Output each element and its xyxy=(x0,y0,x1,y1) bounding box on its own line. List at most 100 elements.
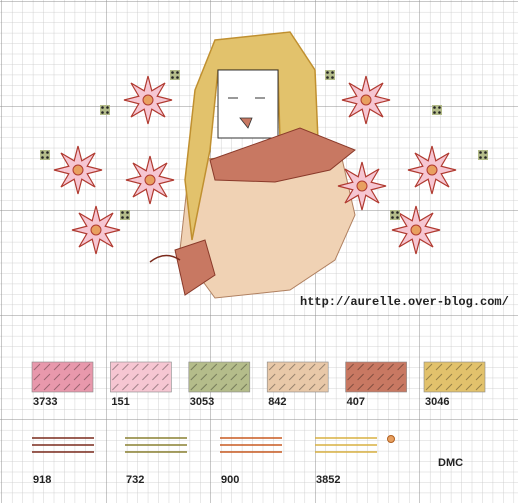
stitch xyxy=(347,373,354,381)
stitch xyxy=(357,383,364,391)
stitch xyxy=(425,373,433,381)
stitch xyxy=(240,363,248,371)
dot-block xyxy=(478,150,488,160)
stitch xyxy=(230,383,238,391)
stitch xyxy=(152,373,159,381)
stitch xyxy=(63,383,71,391)
stitch xyxy=(43,383,51,391)
dot xyxy=(396,211,399,214)
stitch xyxy=(210,373,218,381)
stitch xyxy=(308,363,316,371)
legend-code: 151 xyxy=(111,396,129,408)
stitch xyxy=(465,363,473,371)
dot xyxy=(479,151,482,154)
swatch xyxy=(188,361,251,393)
star-center xyxy=(144,174,156,186)
stitch xyxy=(142,383,149,391)
stitch xyxy=(200,383,208,391)
dot xyxy=(438,106,441,109)
dot xyxy=(106,106,109,109)
stitch xyxy=(190,373,198,381)
stitch xyxy=(132,373,139,381)
stitch xyxy=(122,373,129,381)
dot xyxy=(121,216,124,219)
stitch xyxy=(357,373,364,381)
stitch xyxy=(377,383,384,391)
stitch xyxy=(288,373,296,381)
dot xyxy=(106,111,109,114)
stitch xyxy=(455,363,463,371)
stitch xyxy=(83,373,91,381)
dot-block xyxy=(170,70,180,80)
legend-code: 3046 xyxy=(425,396,449,408)
stitch xyxy=(43,363,51,371)
stitch xyxy=(475,373,483,381)
stitch xyxy=(190,383,198,391)
dot-block xyxy=(100,105,110,115)
dot xyxy=(433,111,436,114)
dot xyxy=(101,106,104,109)
stitch xyxy=(455,373,463,381)
dot xyxy=(46,156,49,159)
stitch xyxy=(73,383,81,391)
legend-code: 842 xyxy=(268,396,286,408)
stitch xyxy=(465,383,473,391)
stitch xyxy=(397,383,404,391)
dot xyxy=(331,71,334,74)
stitch xyxy=(387,383,394,391)
dot xyxy=(326,76,329,79)
stitch xyxy=(445,373,453,381)
stitch xyxy=(220,383,228,391)
dot xyxy=(101,111,104,114)
stitch xyxy=(200,373,208,381)
legend-code: 3733 xyxy=(33,396,57,408)
stitch xyxy=(475,383,483,391)
legend-code: 407 xyxy=(347,396,365,408)
stitch xyxy=(210,363,218,371)
stitch xyxy=(63,373,71,381)
legend-code: 3852 xyxy=(316,474,340,486)
stitch xyxy=(387,363,394,371)
dot xyxy=(484,156,487,159)
legend-code: 732 xyxy=(126,474,144,486)
stitch xyxy=(112,383,119,391)
star-center xyxy=(90,224,102,236)
brand: DMC xyxy=(438,457,463,469)
swatch xyxy=(345,361,407,393)
stitch xyxy=(122,363,129,371)
stitch xyxy=(142,363,149,371)
dot xyxy=(121,211,124,214)
dot xyxy=(171,76,174,79)
stitch xyxy=(33,383,41,391)
dot xyxy=(326,71,329,74)
stitch xyxy=(465,373,473,381)
stitch xyxy=(278,373,286,381)
dot xyxy=(396,216,399,219)
stitch xyxy=(357,363,364,371)
dot xyxy=(176,76,179,79)
dot xyxy=(41,151,44,154)
swatch xyxy=(31,361,94,393)
stitch xyxy=(367,363,374,371)
dot xyxy=(438,111,441,114)
stitch xyxy=(162,373,169,381)
dot xyxy=(391,211,394,214)
stitch xyxy=(397,363,404,371)
stitch xyxy=(475,363,483,371)
dot xyxy=(176,71,179,74)
stitch xyxy=(288,383,296,391)
stitch xyxy=(112,363,119,371)
star-center xyxy=(72,164,84,176)
stitch xyxy=(367,373,374,381)
stitch xyxy=(298,363,306,371)
stitch xyxy=(377,373,384,381)
bead xyxy=(387,435,395,443)
stitch xyxy=(230,373,238,381)
stitch xyxy=(33,373,41,381)
stitch xyxy=(73,373,81,381)
stitch xyxy=(122,383,129,391)
stitch xyxy=(298,373,306,381)
star-center xyxy=(360,94,372,106)
legend-code: 900 xyxy=(221,474,239,486)
swatch xyxy=(266,361,329,393)
